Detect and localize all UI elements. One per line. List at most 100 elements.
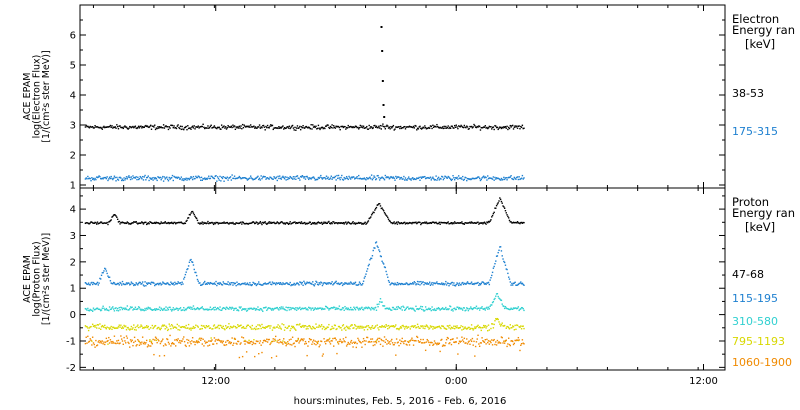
data-point bbox=[204, 127, 206, 130]
data-point bbox=[254, 307, 256, 310]
data-point bbox=[218, 222, 220, 224]
data-point bbox=[407, 326, 409, 328]
data-point bbox=[501, 322, 503, 324]
data-point bbox=[287, 223, 290, 226]
data-point bbox=[359, 222, 362, 224]
data-point bbox=[494, 176, 496, 179]
data-point bbox=[153, 326, 155, 329]
data-point bbox=[488, 343, 491, 345]
data-point bbox=[345, 345, 348, 347]
data-point bbox=[103, 125, 105, 128]
data-point bbox=[308, 178, 310, 181]
data-point bbox=[175, 283, 177, 285]
data-point bbox=[404, 128, 407, 130]
data-point bbox=[358, 174, 360, 177]
data-point bbox=[462, 126, 464, 128]
data-point bbox=[229, 327, 231, 330]
data-point bbox=[348, 282, 350, 284]
data-point bbox=[141, 325, 143, 327]
data-point bbox=[491, 216, 493, 218]
data-point bbox=[481, 281, 483, 283]
data-point bbox=[122, 179, 124, 182]
data-point bbox=[253, 221, 255, 224]
data-point bbox=[141, 282, 143, 285]
data-point bbox=[180, 283, 183, 286]
data-point bbox=[240, 125, 242, 127]
data-point bbox=[212, 223, 215, 226]
data-point bbox=[172, 342, 174, 345]
data-point bbox=[465, 309, 467, 311]
data-point bbox=[212, 283, 215, 285]
data-point bbox=[404, 283, 407, 285]
data-point bbox=[480, 178, 482, 181]
data-point bbox=[119, 326, 121, 328]
data-point bbox=[211, 127, 213, 129]
data-point bbox=[416, 335, 418, 338]
data-point bbox=[498, 297, 500, 299]
data-point bbox=[208, 282, 210, 284]
data-point bbox=[153, 222, 155, 224]
data-point bbox=[200, 337, 203, 340]
data-point bbox=[487, 330, 489, 332]
data-point bbox=[516, 284, 518, 286]
data-point bbox=[247, 283, 249, 286]
data-point bbox=[485, 283, 487, 286]
data-point bbox=[352, 327, 354, 329]
data-point bbox=[104, 309, 106, 311]
data-point bbox=[207, 309, 209, 311]
data-point bbox=[358, 281, 361, 283]
data-point bbox=[114, 214, 116, 216]
data-point bbox=[330, 126, 333, 129]
data-point bbox=[334, 281, 337, 283]
data-point bbox=[347, 327, 349, 330]
data-point bbox=[118, 125, 120, 127]
data-point bbox=[130, 126, 133, 129]
data-point bbox=[345, 325, 348, 328]
data-point bbox=[360, 222, 362, 224]
data-point bbox=[262, 326, 264, 329]
data-point bbox=[224, 222, 226, 224]
data-point bbox=[249, 222, 252, 224]
data-point bbox=[467, 128, 470, 130]
data-point bbox=[329, 283, 332, 285]
data-point bbox=[281, 307, 283, 310]
data-point bbox=[520, 328, 523, 330]
data-point bbox=[395, 324, 397, 326]
data-point bbox=[349, 178, 352, 180]
y-tick-label: 3 bbox=[70, 231, 76, 242]
data-point bbox=[431, 306, 433, 308]
data-point bbox=[102, 222, 104, 225]
data-point bbox=[245, 177, 247, 179]
data-point bbox=[467, 222, 470, 224]
data-point bbox=[520, 306, 523, 309]
data-point bbox=[426, 127, 428, 130]
data-point bbox=[491, 128, 493, 130]
data-point bbox=[272, 178, 274, 180]
data-point bbox=[359, 124, 362, 127]
data-point bbox=[399, 127, 401, 130]
data-point bbox=[205, 222, 208, 225]
data-point bbox=[494, 343, 496, 346]
data-point bbox=[192, 341, 195, 343]
data-point bbox=[348, 175, 350, 178]
data-point bbox=[295, 129, 297, 131]
data-point bbox=[155, 283, 158, 286]
data-point bbox=[420, 338, 422, 341]
data-point bbox=[318, 127, 320, 129]
data-point bbox=[480, 342, 482, 344]
data-point bbox=[424, 341, 426, 344]
data-point bbox=[295, 340, 298, 343]
plot-frame bbox=[79, 4, 726, 189]
data-point bbox=[176, 283, 179, 285]
data-point bbox=[384, 266, 387, 269]
data-point bbox=[373, 327, 375, 329]
data-point bbox=[126, 178, 129, 180]
data-point bbox=[362, 327, 364, 329]
data-point bbox=[398, 125, 400, 128]
data-point bbox=[517, 306, 520, 308]
legend-entry: 795-1193 bbox=[732, 335, 785, 348]
data-point bbox=[433, 327, 436, 329]
data-point bbox=[286, 221, 288, 224]
data-point bbox=[207, 125, 209, 127]
data-point bbox=[158, 282, 161, 285]
